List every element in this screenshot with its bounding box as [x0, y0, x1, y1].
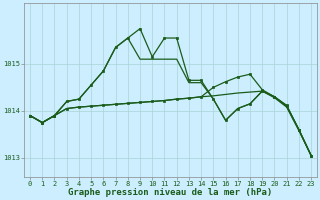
X-axis label: Graphe pression niveau de la mer (hPa): Graphe pression niveau de la mer (hPa) — [68, 188, 273, 197]
